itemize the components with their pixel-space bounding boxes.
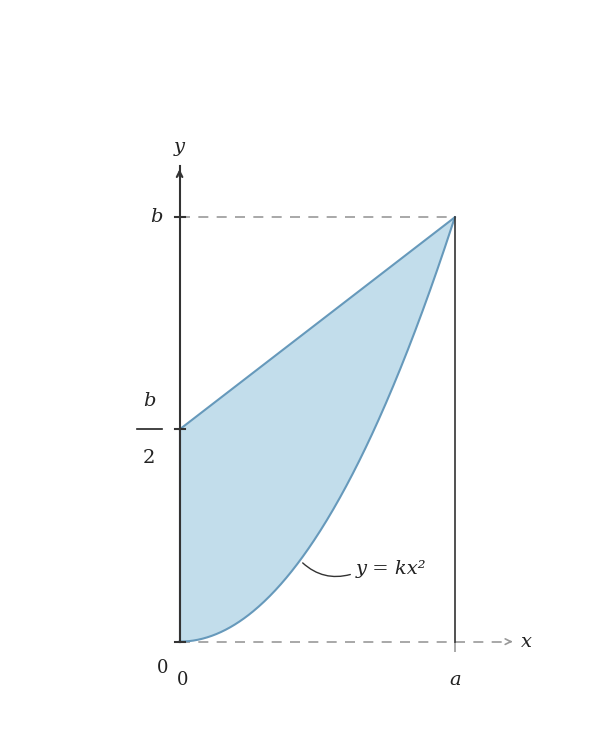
Text: 2: 2	[143, 448, 155, 467]
Text: a: a	[449, 671, 460, 690]
Text: 0: 0	[177, 671, 188, 690]
Text: x: x	[521, 633, 532, 650]
Text: y = kx²: y = kx²	[356, 561, 426, 579]
Text: 0: 0	[157, 658, 168, 677]
Text: b: b	[151, 208, 163, 226]
Text: b: b	[143, 392, 155, 410]
Text: ,in the shaded area shown in figure: ,in the shaded area shown in figure	[80, 78, 511, 98]
Text: Q: By Assuming a=30 mm, b=20 mm: Q: By Assuming a=30 mm, b=20 mm	[73, 30, 518, 50]
Text: y: y	[174, 138, 185, 156]
Polygon shape	[180, 217, 455, 642]
